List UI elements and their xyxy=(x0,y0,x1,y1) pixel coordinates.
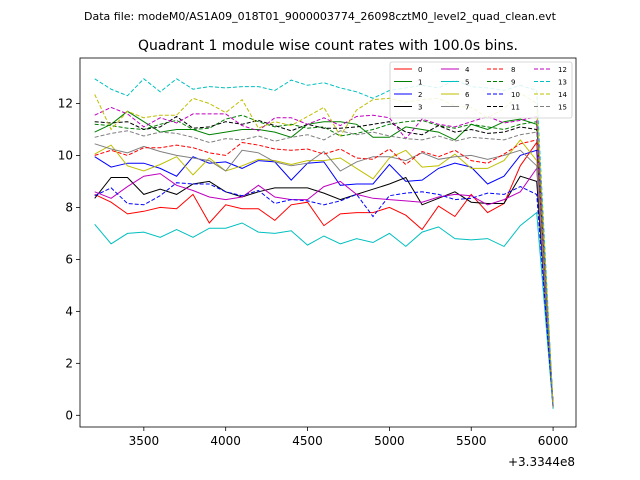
x-tick-label: 5000 xyxy=(374,434,405,448)
series-line-15 xyxy=(94,130,554,408)
series-line-3 xyxy=(94,175,554,407)
data-file-header: Data file: modeM0/AS1A09_018T01_90000037… xyxy=(84,10,557,23)
series-line-5 xyxy=(94,211,554,409)
x-tick-label: 5500 xyxy=(456,434,487,448)
plot-area-frame xyxy=(79,57,577,428)
legend-label-3: 3 xyxy=(418,104,422,112)
legend-label-7: 7 xyxy=(465,104,469,112)
legend-label-4: 4 xyxy=(465,66,470,74)
series-line-9 xyxy=(94,114,554,407)
legend-label-12: 12 xyxy=(558,66,567,74)
series-line-12 xyxy=(94,106,554,407)
legend-label-14: 14 xyxy=(558,91,567,99)
series-line-7 xyxy=(94,143,554,408)
y-tick-label: 2 xyxy=(65,356,73,370)
y-tick-label: 0 xyxy=(65,408,73,422)
legend-label-1: 1 xyxy=(418,79,422,87)
x-offset-label: +3.3344e8 xyxy=(508,455,575,469)
y-tick-label: 8 xyxy=(65,200,73,214)
legend-label-0: 0 xyxy=(418,66,422,74)
series-line-1 xyxy=(94,110,554,407)
legend-label-11: 11 xyxy=(511,104,520,112)
legend-label-10: 10 xyxy=(511,91,520,99)
series-line-11 xyxy=(94,115,554,407)
x-tick-label: 4500 xyxy=(292,434,323,448)
series-line-0 xyxy=(94,141,554,405)
legend-label-8: 8 xyxy=(511,66,515,74)
series-line-8 xyxy=(94,139,554,405)
y-tick-label: 10 xyxy=(58,148,73,162)
plot-lines xyxy=(94,78,554,409)
legend-label-6: 6 xyxy=(465,91,470,99)
series-line-4 xyxy=(94,166,554,407)
x-tick-label: 4000 xyxy=(210,434,241,448)
series-line-2 xyxy=(94,149,554,408)
legend-label-2: 2 xyxy=(418,91,422,99)
x-tick-label: 6000 xyxy=(538,434,569,448)
legend-label-13: 13 xyxy=(558,79,567,87)
y-tick-label: 4 xyxy=(65,304,73,318)
x-tick-label: 3500 xyxy=(129,434,160,448)
series-line-10 xyxy=(94,182,554,408)
legend-label-9: 9 xyxy=(511,79,515,87)
legend-label-5: 5 xyxy=(465,79,469,87)
y-tick-label: 6 xyxy=(65,252,73,266)
chart-title: Quadrant 1 module wise count rates with … xyxy=(138,38,518,54)
legend-label-15: 15 xyxy=(558,104,567,112)
y-axis: 0 2 4 6 8 10 12 xyxy=(58,96,80,422)
series-line-6 xyxy=(94,139,554,408)
legend-box xyxy=(389,61,573,119)
y-tick-label: 12 xyxy=(58,96,73,110)
x-axis: 3500 4000 4500 5000 5500 6000 xyxy=(129,427,569,448)
